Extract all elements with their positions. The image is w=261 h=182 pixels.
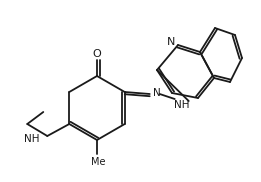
Text: NH: NH xyxy=(24,134,39,144)
Text: N: N xyxy=(167,37,175,47)
Text: NH: NH xyxy=(174,100,189,110)
Text: O: O xyxy=(93,49,101,59)
Text: N: N xyxy=(153,88,161,98)
Text: Me: Me xyxy=(91,157,105,167)
